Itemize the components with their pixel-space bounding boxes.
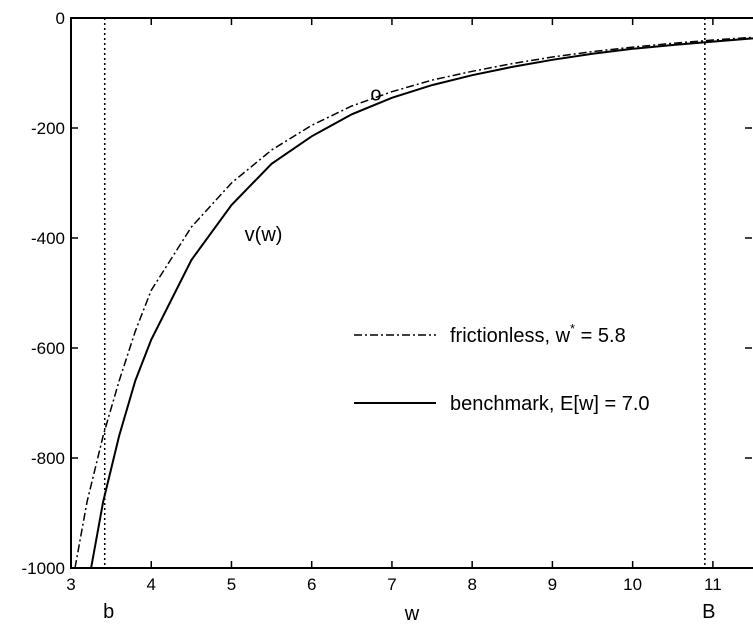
y-tick-label: -600 bbox=[31, 339, 65, 358]
axis-ticks bbox=[70, 17, 752, 569]
legend-label-frictionless: frictionless, w* = 5.8 bbox=[450, 321, 626, 347]
series-line-benchmark bbox=[90, 37, 753, 569]
reference-label-b: b bbox=[103, 601, 114, 623]
plot-frame bbox=[70, 17, 753, 569]
series-line-frictionless bbox=[74, 36, 753, 569]
legend-label-benchmark: benchmark, E[w] = 7.0 bbox=[450, 393, 650, 415]
x-tick-label: 4 bbox=[147, 575, 156, 594]
y-tick-label: -400 bbox=[31, 229, 65, 248]
x-tick-label: 3 bbox=[66, 575, 75, 594]
y-tick-label: -800 bbox=[31, 449, 65, 468]
legend-label-frictionless-main: frictionless, w bbox=[450, 325, 571, 347]
curve-marker-o: o bbox=[370, 84, 381, 106]
x-tick-label: 7 bbox=[387, 575, 396, 594]
x-tick-label: 10 bbox=[623, 575, 642, 594]
y-tick-label: -1000 bbox=[22, 559, 65, 578]
y-tick-label: -200 bbox=[31, 119, 65, 138]
x-tick-label: 5 bbox=[227, 575, 236, 594]
axis-tick-labels: 3 4 5 6 7 8 9 10 11 0 -200 -400 -600 -800 -1000 bbox=[22, 9, 722, 594]
legend: frictionless, w* = 5.8 benchmark, E[w] =… bbox=[354, 321, 650, 415]
x-tick-label: 8 bbox=[467, 575, 476, 594]
annotations: v(w) o bbox=[245, 84, 382, 246]
y-tick-label: 0 bbox=[56, 9, 65, 28]
x-axis-label: w bbox=[404, 603, 420, 624]
series-layer bbox=[74, 36, 753, 569]
x-tick-label: 9 bbox=[548, 575, 557, 594]
curve-label-vw: v(w) bbox=[245, 224, 283, 246]
legend-label-frictionless-sup: * bbox=[570, 321, 575, 336]
x-tick-label: 6 bbox=[307, 575, 316, 594]
reference-label-B: B bbox=[702, 601, 715, 623]
legend-label-frictionless-tail: = 5.8 bbox=[575, 325, 626, 347]
x-tick-label: 11 bbox=[704, 575, 722, 594]
